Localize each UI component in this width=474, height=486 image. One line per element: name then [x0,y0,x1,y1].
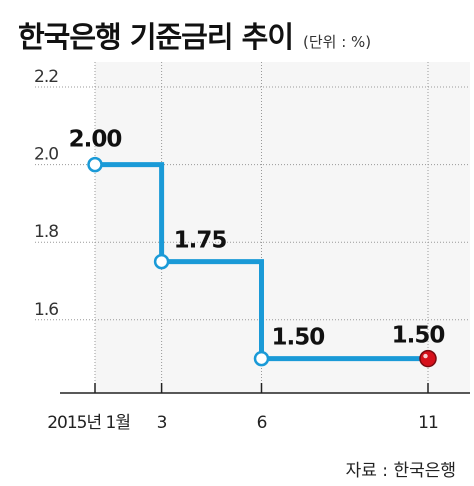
x-tick-label: 2015년 1월 [47,413,130,433]
data-label: 1.50 [392,323,445,349]
y-tick-label: 2.0 [34,145,58,165]
data-point [153,253,170,270]
data-point [87,156,103,173]
series-line-layer [95,162,428,362]
y-tick-label: 1.6 [34,300,58,320]
y-tick-label: 2.2 [34,67,58,87]
data-point-highlight [419,349,437,368]
data-points [87,156,437,368]
x-tick-labels: 2015년 1월 3 6 11 [47,413,439,433]
plot-background [75,62,470,393]
plot-left-margin [0,62,95,393]
data-label: 1.75 [174,228,227,254]
unit-label: (단위 : %) [303,33,372,51]
series-step-line [95,162,428,362]
x-tick-label: 3 [157,413,167,433]
y-tick-label: 1.8 [34,222,58,242]
data-label: 1.50 [272,325,325,351]
data-labels: 2.00 1.75 1.50 1.50 [69,127,446,351]
data-label: 2.00 [69,127,122,153]
data-point-highlight-shine [423,353,428,359]
chart-title: 한국은행 기준금리 추이 [18,20,294,54]
y-tick-labels: 2.2 2.0 1.8 1.6 [34,67,59,320]
plot-shade-layer [0,62,470,393]
data-point [253,350,270,367]
x-tick-label: 6 [257,413,267,433]
source-note: 자료 : 한국은행 [345,461,456,481]
title-row: 한국은행 기준금리 추이 (단위 : %) [18,14,371,58]
x-tick-label: 11 [418,413,438,433]
axes [60,383,470,394]
